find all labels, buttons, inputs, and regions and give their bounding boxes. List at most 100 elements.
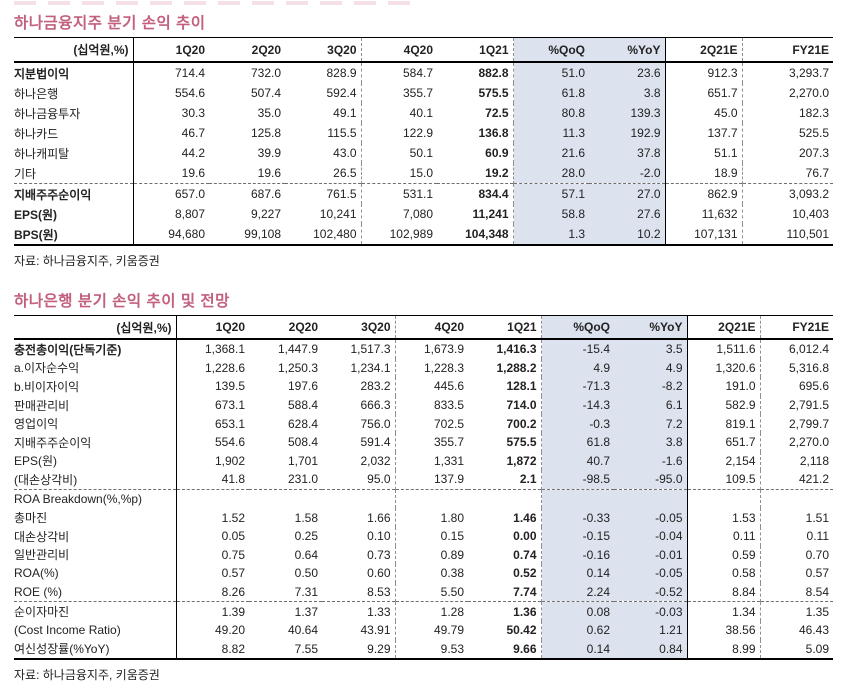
value-cell: 10,403	[792, 207, 829, 221]
value-cell: 19.2	[437, 163, 514, 184]
value-cell: 1,447.9	[277, 342, 318, 357]
column-header: %YoY	[589, 37, 666, 63]
value-cell: 9.29	[322, 639, 396, 660]
value-cell: 1,250.3	[277, 360, 318, 375]
value-cell: 1,234.1	[322, 358, 396, 378]
value-cell	[176, 488, 249, 509]
row-label: 하나은행	[14, 83, 134, 103]
unit-label: (십억원,%)	[14, 37, 134, 63]
row-label: 여신성장률(%YoY)	[14, 639, 177, 660]
header-row: (십억원,%) 1Q20 2Q20 3Q20 4Q20 1Q21 %QoQ %YoY 2Q21E…	[14, 37, 833, 63]
table-row: 하나은행 554.6 507.4 592.4 355.7 575.5 61.8 3.8 651.…	[14, 83, 833, 103]
value-cell: 0.25	[294, 529, 318, 544]
value-cell: 10,241	[285, 204, 362, 224]
table-row: ROE (%) 8.26 7.31 8.53 5.50 7.74 2.24 -0.52 8.84…	[14, 582, 833, 602]
value-cell: 8.54	[805, 585, 829, 600]
value-cell: 0.58	[687, 564, 761, 583]
table-row: 지분법이익 714.4 732.0 828.9 584.7 882.8 51.0 23.6 91…	[14, 62, 833, 83]
value-cell: 0.11	[806, 529, 829, 544]
value-cell: 0.11	[687, 526, 761, 546]
column-header: FY21E	[742, 37, 833, 63]
value-cell: 507.4	[250, 86, 281, 100]
value-cell: 695.6	[798, 379, 829, 394]
table1-source-note: 자료: 하나금융지주, 키움증권	[14, 254, 160, 268]
column-header: 2Q20	[209, 37, 285, 63]
row-label: 하나카드	[14, 123, 134, 143]
value-cell: 0.10	[322, 526, 396, 546]
table-row: 지배주주순이익 657.0 687.6 761.5 531.1 834.4 57.1 27.0…	[14, 183, 833, 204]
table-row: 총마진 1.52 1.58 1.66 1.80 1.46 -0.33 -0.05 1.53 1.5…	[14, 508, 833, 527]
row-label: 하나금융투자	[14, 103, 134, 123]
value-cell: 1,673.9	[423, 342, 464, 357]
value-cell: 912.3	[665, 62, 743, 83]
row-label: b.비이자이익	[14, 377, 177, 396]
value-cell: -8.2	[614, 377, 688, 396]
row-label: (대손상각비)	[14, 470, 177, 490]
value-cell: 43.0	[285, 143, 362, 163]
value-cell: 21.6	[513, 143, 589, 163]
value-cell: 44.2	[181, 146, 205, 160]
table-row: ROA(%) 0.57 0.50 0.60 0.38 0.52 0.14 -0.05 0.58 0…	[14, 564, 833, 583]
value-cell: 828.9	[285, 62, 362, 83]
column-header: 1Q20	[133, 37, 209, 63]
value-cell: 3,093.2	[742, 183, 833, 204]
value-cell: 445.6	[433, 379, 464, 394]
value-cell: 1.3	[513, 224, 589, 245]
value-cell: 3,293.7	[788, 66, 829, 80]
value-cell: 756.0	[322, 414, 396, 433]
value-cell: 104,348	[437, 224, 514, 245]
value-cell: 1.33	[322, 601, 396, 621]
column-header: 1Q21	[437, 37, 514, 63]
value-cell: 0.59	[687, 545, 761, 565]
value-cell: 591.4	[322, 432, 396, 452]
row-label: 순이자마진	[14, 601, 177, 621]
value-cell: 1.46	[468, 508, 542, 527]
value-cell: 651.7	[665, 83, 743, 103]
value-cell: -0.05	[614, 564, 688, 583]
value-cell: 0.64	[294, 547, 318, 562]
table2-source-note: 자료: 하나금융지주, 키움증권	[14, 668, 160, 683]
value-cell: 3.8	[589, 83, 666, 103]
unit-label: (십억원,%)	[14, 315, 177, 340]
value-cell: 588.4	[287, 398, 318, 413]
value-cell: 5.09	[805, 641, 829, 656]
value-cell: 1,331	[433, 453, 464, 468]
value-cell: 35.0	[257, 106, 281, 120]
column-header: FY21E	[760, 315, 833, 340]
table-row: 일반관리비 0.75 0.64 0.73 0.89 0.74 -0.16 -0.01 0.59 0…	[14, 545, 833, 565]
value-cell: 94,680	[168, 227, 205, 241]
table-row: 영업이익 653.1 628.4 756.0 702.5 700.2 -0.3 7.2 819.…	[14, 414, 833, 433]
value-cell: 11.3	[513, 123, 589, 143]
value-cell: 657.0	[133, 183, 209, 204]
value-cell: 1.51	[805, 510, 829, 525]
value-cell: 3.5	[614, 339, 688, 359]
value-cell: 139.3	[589, 103, 666, 123]
value-cell: 2,118	[799, 453, 829, 468]
value-cell: 51.1	[665, 143, 743, 163]
row-label: EPS(원)	[14, 204, 134, 224]
value-cell: 0.05	[221, 529, 245, 544]
value-cell: 355.7	[433, 435, 464, 450]
value-cell: 8,807	[174, 207, 205, 221]
value-cell: -0.05	[614, 508, 688, 527]
value-cell: 110,501	[786, 227, 830, 241]
value-cell: 37.8	[589, 143, 666, 163]
value-cell: 102,989	[389, 227, 433, 241]
row-label: 일반관리비	[14, 545, 177, 565]
value-cell: 10.2	[589, 224, 666, 245]
value-cell: 3.8	[614, 432, 688, 452]
value-cell: -71.3	[541, 377, 614, 396]
value-cell: 1.37	[249, 601, 322, 621]
value-cell: -98.5	[541, 470, 614, 490]
table-row: BPS(원) 94,680 99,108 102,480 102,989 104,348 1…	[14, 224, 833, 245]
value-cell: 673.1	[214, 398, 245, 413]
value-cell: 1.21	[614, 620, 688, 640]
value-cell: 1.66	[322, 508, 396, 527]
value-cell: 27.6	[589, 204, 666, 224]
row-label: ROA(%)	[14, 564, 177, 583]
value-cell: 2,791.5	[788, 398, 829, 413]
value-cell: 231.0	[287, 472, 318, 487]
value-cell: 1.80	[440, 510, 464, 525]
value-cell	[614, 488, 688, 509]
